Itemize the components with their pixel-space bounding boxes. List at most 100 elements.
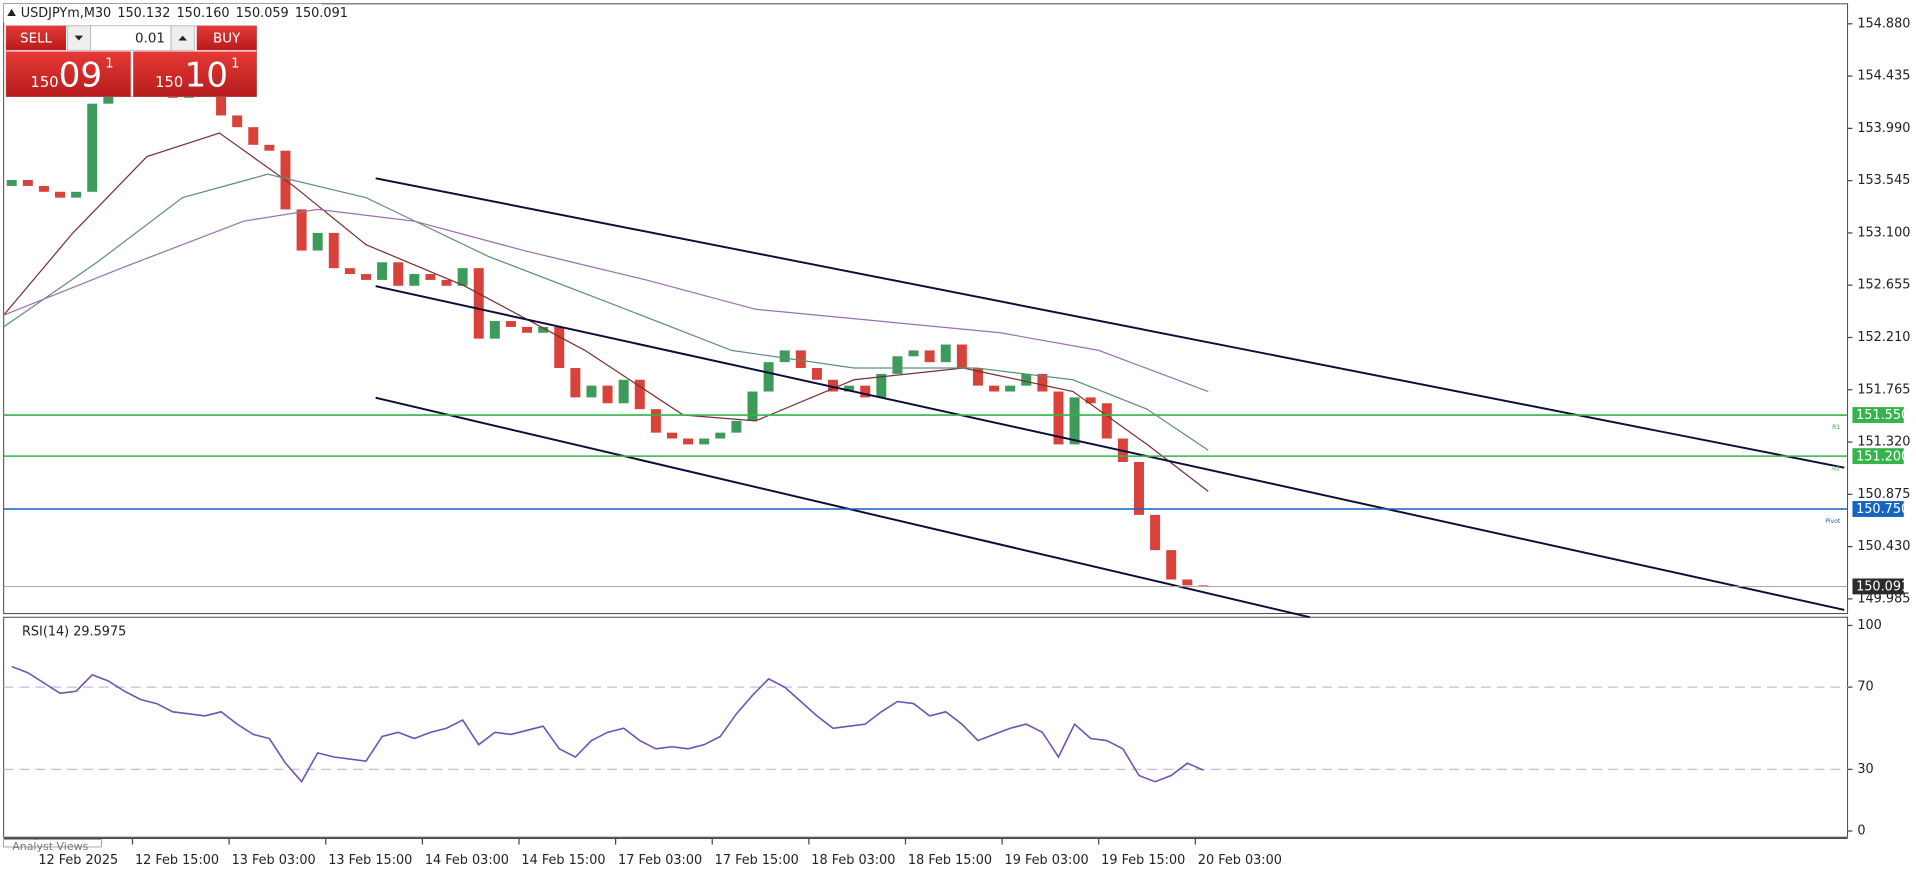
x-tick-label: 12 Feb 15:00 bbox=[135, 853, 219, 868]
sell-price-big[interactable]: 150 bbox=[31, 74, 59, 91]
level-label: 151.550 bbox=[1856, 408, 1909, 423]
level-name: R2 bbox=[1832, 465, 1840, 472]
candle-body bbox=[795, 350, 806, 369]
level-tag bbox=[1852, 448, 1904, 465]
candle-body bbox=[232, 115, 243, 128]
candle-body bbox=[87, 103, 98, 192]
x-tick-label: 19 Feb 03:00 bbox=[1005, 853, 1089, 868]
candle-body bbox=[779, 350, 790, 363]
candle-body bbox=[377, 262, 388, 280]
collapse-icon[interactable] bbox=[7, 8, 16, 17]
candle-body bbox=[860, 385, 871, 398]
sell-label[interactable]: SELL bbox=[20, 32, 53, 47]
volume-value[interactable]: 0.01 bbox=[135, 32, 165, 47]
trend-line bbox=[375, 396, 1310, 619]
candle-body bbox=[248, 127, 259, 145]
y-tick-label: 70 bbox=[1857, 680, 1873, 695]
candle-body bbox=[811, 368, 822, 380]
candle-body bbox=[972, 368, 983, 386]
candle-body bbox=[457, 268, 468, 286]
header-bg bbox=[3, 3, 322, 23]
footer-tab[interactable] bbox=[3, 839, 102, 848]
rsi-panel: 100 70 30 0 bbox=[3, 618, 1882, 839]
symbol-header: USDJPYm,M30 150.132 150.160 150.059 150.091 bbox=[21, 5, 348, 20]
moving-average bbox=[3, 132, 1209, 492]
candle-body bbox=[634, 379, 645, 410]
candle-body bbox=[1134, 462, 1144, 515]
sell-price-box[interactable] bbox=[6, 51, 131, 97]
candle-body bbox=[505, 321, 516, 327]
candle-body bbox=[441, 279, 452, 286]
candle-body bbox=[683, 438, 694, 445]
candle-body bbox=[1085, 397, 1096, 404]
candle-body bbox=[55, 191, 66, 198]
buy-price-big[interactable]: 150 bbox=[155, 74, 183, 91]
footer-tab-label[interactable]: Analyst Views bbox=[12, 840, 88, 853]
y-tick-label: 151.765 bbox=[1857, 382, 1910, 397]
sell-price-point[interactable]: 1 bbox=[105, 57, 114, 72]
candle-body bbox=[296, 209, 307, 251]
buy-label[interactable]: BUY bbox=[213, 32, 241, 47]
candle-body bbox=[924, 350, 935, 363]
trend-line bbox=[375, 177, 1845, 469]
candle-body bbox=[1053, 391, 1064, 445]
price-panel-frame bbox=[3, 3, 1849, 615]
candle-body bbox=[1005, 385, 1016, 392]
candle-body bbox=[1101, 403, 1112, 439]
y-tick-label: 152.655 bbox=[1857, 278, 1910, 293]
candle-body bbox=[747, 391, 758, 421]
candle-body bbox=[22, 180, 33, 186]
level-name: Pivot bbox=[1825, 518, 1841, 525]
candle-body bbox=[473, 268, 484, 339]
level-tag bbox=[1852, 501, 1904, 517]
moving-average bbox=[3, 208, 1209, 393]
y-tick-label: 153.990 bbox=[1857, 121, 1910, 136]
down-arrow bbox=[74, 35, 84, 41]
level-label: 150.091 bbox=[1856, 580, 1909, 595]
candle-body bbox=[489, 321, 500, 339]
quote-value: 150.160 bbox=[177, 5, 230, 20]
x-tick-label: 14 Feb 03:00 bbox=[425, 853, 509, 868]
candle-body bbox=[908, 350, 919, 357]
buy-price-pips[interactable]: 10 bbox=[185, 56, 229, 96]
candle-body bbox=[1069, 397, 1080, 445]
level-label: 150.750 bbox=[1856, 502, 1909, 517]
time-axis: 12 Feb 2025 12 Feb 15:00 13 Feb 03:00 13 Fe… bbox=[3, 837, 1848, 868]
sell-button[interactable] bbox=[6, 25, 66, 51]
sell-price-pips[interactable]: 09 bbox=[59, 56, 103, 96]
candle-body bbox=[522, 326, 533, 333]
level-tag bbox=[1852, 578, 1904, 595]
x-tick-label: 12 Feb 2025 bbox=[38, 853, 118, 868]
candle-body bbox=[103, 91, 114, 104]
candle-body bbox=[344, 268, 355, 275]
candle-body bbox=[650, 409, 661, 433]
x-tick-label: 13 Feb 03:00 bbox=[232, 853, 316, 868]
buy-price-point[interactable]: 1 bbox=[231, 57, 240, 72]
x-tick-label: 19 Feb 15:00 bbox=[1101, 853, 1185, 868]
candle-body bbox=[876, 373, 887, 398]
level-tag bbox=[1852, 407, 1904, 423]
buy-price-box[interactable] bbox=[133, 51, 257, 97]
y-tick-label: 152.210 bbox=[1857, 330, 1910, 345]
buy-button[interactable] bbox=[196, 25, 257, 51]
candle-body bbox=[1037, 373, 1048, 392]
candle-body bbox=[570, 368, 581, 398]
volume-input[interactable] bbox=[90, 25, 172, 51]
candle-body bbox=[989, 385, 1000, 392]
y-tick-label: 149.985 bbox=[1857, 591, 1910, 606]
level-name: R1 bbox=[1832, 424, 1840, 431]
candle-body bbox=[264, 144, 275, 151]
candle-body bbox=[393, 262, 404, 286]
x-tick-label: 20 Feb 03:00 bbox=[1198, 853, 1282, 868]
candle-body bbox=[409, 274, 420, 286]
candle-body bbox=[715, 432, 726, 439]
candle-body bbox=[892, 356, 903, 374]
x-tick-label: 13 Feb 15:00 bbox=[328, 853, 412, 868]
candle-body bbox=[216, 86, 227, 116]
x-tick-label: 17 Feb 03:00 bbox=[618, 853, 702, 868]
candle-body bbox=[763, 362, 774, 392]
candle-body bbox=[731, 420, 742, 433]
candle-body bbox=[618, 379, 629, 404]
candle-body bbox=[538, 326, 549, 333]
